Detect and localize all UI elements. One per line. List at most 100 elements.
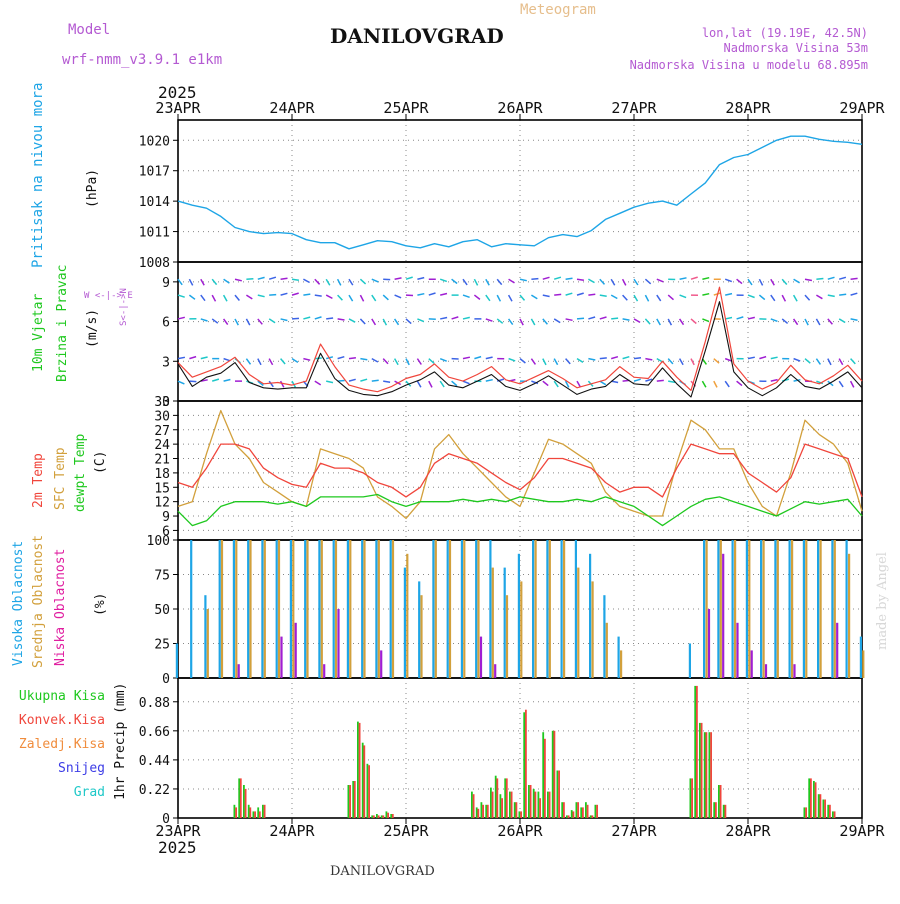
precip-bar (808, 778, 810, 818)
precip-bar (587, 805, 589, 818)
cloud-bar (238, 664, 240, 678)
wind-arrow (224, 319, 228, 325)
precip-bar (590, 815, 592, 818)
wind-arrow (645, 295, 648, 301)
precip-bar (354, 781, 356, 818)
wind-arrow (281, 278, 288, 279)
cloud-bar (563, 540, 565, 678)
precip-bar (713, 802, 715, 818)
precip-bar (568, 815, 570, 818)
wind-arrow (851, 293, 858, 295)
x-tick-label-bottom: 28APR (725, 822, 771, 840)
cloud-bar (392, 540, 394, 678)
wind-arrow (634, 358, 641, 359)
wind-arrow (645, 359, 652, 360)
wind-arrow (816, 295, 822, 299)
precip-bar (720, 785, 722, 818)
precip-bar (367, 764, 369, 818)
wind-arrow (178, 357, 185, 358)
precipitation-ytick-label: 0.66 (139, 725, 170, 740)
wind-arrow (326, 295, 332, 298)
wind-arrow (303, 279, 309, 282)
wind-arrow (440, 279, 447, 281)
wind-arrow (748, 317, 755, 319)
precip-bar (554, 731, 556, 818)
wind-arrow (691, 277, 698, 279)
cloud-ytick-label: 25 (154, 638, 170, 653)
wind-arrow (417, 278, 424, 280)
wind-arrow (429, 381, 432, 387)
pressure-ytick-label: 1017 (139, 165, 170, 180)
wind-arrow (440, 318, 447, 319)
precipitation-ytick-label: 0.22 (139, 783, 170, 798)
precip-bar (595, 805, 597, 818)
precip-bar (349, 785, 351, 818)
x-tick-label-bottom: 23APR (155, 822, 201, 840)
wind-arrow (224, 295, 227, 301)
precip-bar (477, 809, 479, 818)
cloud-bar (746, 540, 748, 678)
cloud-legend-mid: Srednja Oblacnost (31, 535, 46, 668)
wind-arrow (292, 293, 299, 295)
pressure-ytick-label: 1011 (139, 226, 170, 241)
wind-arrow (224, 279, 230, 283)
wind-arrow (611, 295, 617, 298)
wind-arrow (839, 381, 843, 387)
wind-arrow (212, 379, 219, 381)
precip-bar (573, 811, 575, 818)
wind-arrow (680, 359, 684, 365)
cloud-bar (834, 540, 836, 678)
wind-arrow (714, 381, 717, 387)
precip-bar (504, 778, 506, 818)
wind-ytick-label: 3 (162, 355, 170, 370)
wind-arrow (668, 295, 673, 300)
cloud-bar (831, 540, 833, 678)
cloud-bar (406, 554, 408, 678)
cloud-bar (477, 540, 479, 678)
wind-arrow (258, 277, 265, 279)
precip-bar (701, 723, 703, 818)
x-tick-label-bottom: 25APR (383, 822, 429, 840)
wind-arrow (588, 279, 594, 282)
wind-arrow (816, 359, 820, 365)
wind-arrow (360, 379, 367, 381)
wind-arrow (782, 295, 785, 301)
wind-arrow (588, 359, 595, 360)
precip-bar (264, 805, 266, 818)
wind-arrow (839, 277, 846, 279)
precip-bar (704, 732, 706, 818)
wind-arrow (737, 381, 742, 385)
temp-legend-sfc: SFC Temp (53, 447, 68, 510)
wind-arrow (577, 293, 584, 295)
cloud-bar (247, 540, 249, 678)
wind-arrow (725, 294, 732, 295)
wind-arrow (292, 279, 299, 280)
precip-bar (253, 811, 255, 818)
wind-arrow (372, 359, 378, 362)
precip-bar (376, 814, 378, 818)
wind-arrow (349, 358, 356, 359)
cloud-bar (480, 637, 482, 678)
wind-arrow (178, 381, 184, 384)
cloud-bar (817, 540, 819, 678)
wind-arrow (440, 294, 447, 296)
precip-bar (492, 792, 494, 818)
wind-arrow (246, 359, 250, 365)
wind-arrow (531, 359, 535, 365)
precip-bar (827, 805, 829, 818)
wind-arrow (611, 357, 618, 359)
wind-arrow (235, 279, 242, 281)
precip-bar (511, 792, 513, 818)
wind-arrow (725, 381, 729, 387)
cloud-bar (520, 581, 522, 678)
cloud-bar (720, 540, 722, 678)
precip-bar (387, 813, 389, 818)
pressure-ytick-label: 1020 (139, 134, 170, 149)
wind-arrow (360, 359, 367, 360)
precip-legend-grid: Zaledj.Kisa (19, 737, 105, 752)
precip-bar (509, 792, 511, 818)
wind-arrow (212, 279, 216, 284)
wind-arrow (828, 277, 835, 279)
wind-arrow (406, 277, 413, 279)
cloud-bar (774, 540, 776, 678)
